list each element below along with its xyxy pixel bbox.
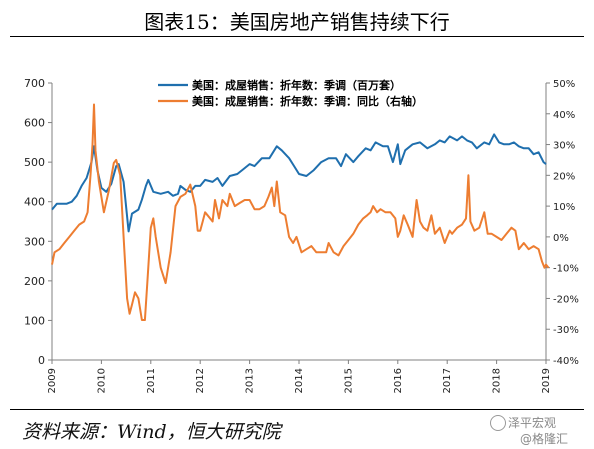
right-tick-label: 30% bbox=[553, 141, 575, 152]
x-tick-label: 2019 bbox=[541, 368, 552, 393]
source-rule bbox=[10, 409, 584, 410]
right-tick-label: 10% bbox=[553, 202, 575, 213]
chart-axes: 0 100 200 300 400 500 600 700 -40% -30% -20% -10% 0%… bbox=[24, 77, 579, 393]
right-tick-label: -30% bbox=[553, 325, 579, 336]
x-tick-label: 2012 bbox=[195, 368, 206, 393]
left-tick-label: 300 bbox=[24, 235, 45, 248]
left-tick-label: 400 bbox=[24, 196, 45, 209]
legend-label-sales: 美国：成屋销售：折年数：季调（百万套） bbox=[192, 78, 401, 92]
wechat-logo-icon bbox=[490, 415, 506, 431]
right-tick-label: 20% bbox=[553, 171, 575, 182]
x-tick-label: 2010 bbox=[96, 368, 107, 393]
x-tick-label: 2009 bbox=[47, 368, 58, 393]
x-tick-label: 2017 bbox=[442, 368, 453, 393]
right-tick-label: -20% bbox=[553, 294, 579, 305]
page-title: 图表15：美国房地产销售持续下行 bbox=[144, 10, 450, 34]
left-tick-label: 100 bbox=[24, 314, 45, 327]
x-tick-label: 2018 bbox=[492, 368, 503, 393]
right-tick-label: -10% bbox=[553, 264, 579, 275]
left-tick-label: 600 bbox=[24, 117, 45, 130]
x-tick-label: 2011 bbox=[146, 368, 157, 393]
x-tick-label: 2013 bbox=[245, 368, 256, 393]
series-line-yoy bbox=[51, 103, 550, 321]
x-tick-label: 2014 bbox=[294, 368, 305, 393]
left-tick-label: 0 bbox=[38, 354, 45, 367]
left-tick-label: 200 bbox=[24, 275, 45, 288]
watermark-handle: @格隆汇 bbox=[520, 432, 569, 446]
chart-lines bbox=[51, 103, 550, 321]
watermark-brand: 泽平宏观 bbox=[508, 416, 557, 430]
series-line-sales bbox=[51, 133, 547, 233]
right-tick-label: -40% bbox=[553, 356, 579, 367]
sales-line-chart: 0 100 200 300 400 500 600 700 -40% -30% -20% -10% 0%… bbox=[24, 77, 579, 393]
right-tick-label: 50% bbox=[553, 79, 575, 90]
x-tick-label: 2016 bbox=[393, 368, 404, 393]
right-tick-label: 40% bbox=[553, 110, 575, 121]
chart-legend: 美国：成屋销售：折年数：季调（百万套） 美国：成屋销售：折年数：季调：同比（右轴） bbox=[158, 78, 423, 108]
left-tick-label: 700 bbox=[24, 77, 45, 90]
left-tick-label: 500 bbox=[24, 156, 45, 169]
legend-label-yoy: 美国：成屋销售：折年数：季调：同比（右轴） bbox=[192, 94, 423, 108]
x-tick-label: 2015 bbox=[343, 368, 354, 393]
source-note: 资料来源：Wind，恒大研究院 bbox=[22, 421, 281, 443]
right-tick-label: 0% bbox=[553, 233, 569, 244]
title-underline bbox=[10, 36, 584, 37]
